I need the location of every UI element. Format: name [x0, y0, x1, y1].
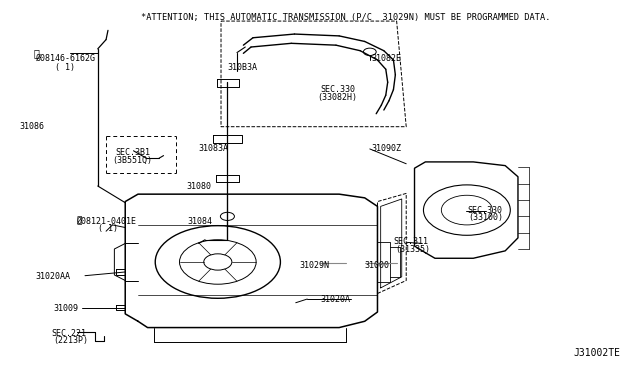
Text: J31002TE: J31002TE [573, 348, 620, 358]
Text: 31084: 31084 [188, 217, 213, 226]
Text: SEC.330: SEC.330 [467, 206, 502, 215]
Text: *ATTENTION; THIS AUTOMATIC TRANSMISSION (P/C  31029N) MUST BE PROGRAMMED DATA.: *ATTENTION; THIS AUTOMATIC TRANSMISSION … [141, 13, 550, 22]
Text: (33082H): (33082H) [317, 93, 357, 102]
Text: ( 1): ( 1) [55, 63, 75, 72]
Text: (33100): (33100) [468, 213, 503, 222]
Text: 31020A: 31020A [320, 295, 350, 304]
Text: 31020AA: 31020AA [36, 272, 71, 281]
Text: SEC.3B1: SEC.3B1 [116, 148, 150, 157]
Text: (3B551Q): (3B551Q) [113, 155, 152, 164]
Text: Ø08146-6162G: Ø08146-6162G [36, 54, 96, 62]
Text: (2213P): (2213P) [54, 336, 89, 345]
Text: 310B3A: 310B3A [227, 63, 257, 72]
Text: 31086: 31086 [20, 122, 45, 131]
Text: 31090Z: 31090Z [371, 144, 401, 153]
Text: 31083A: 31083A [198, 144, 228, 153]
Text: Ⓑ: Ⓑ [76, 217, 81, 226]
Text: Ⓑ: Ⓑ [34, 48, 40, 58]
Text: 31082E: 31082E [371, 54, 401, 62]
Text: SEC.330: SEC.330 [320, 85, 355, 94]
Text: ( 1): ( 1) [99, 224, 118, 233]
Text: SEC.311: SEC.311 [394, 237, 428, 246]
Text: 31080: 31080 [186, 182, 211, 190]
Text: 31000: 31000 [365, 261, 390, 270]
Text: SEC.221: SEC.221 [52, 328, 87, 338]
Text: 31009: 31009 [54, 304, 79, 313]
Text: 31029N: 31029N [300, 261, 330, 270]
Text: Ø08121-0401E: Ø08121-0401E [77, 217, 138, 226]
Text: (31335): (31335) [396, 244, 430, 253]
